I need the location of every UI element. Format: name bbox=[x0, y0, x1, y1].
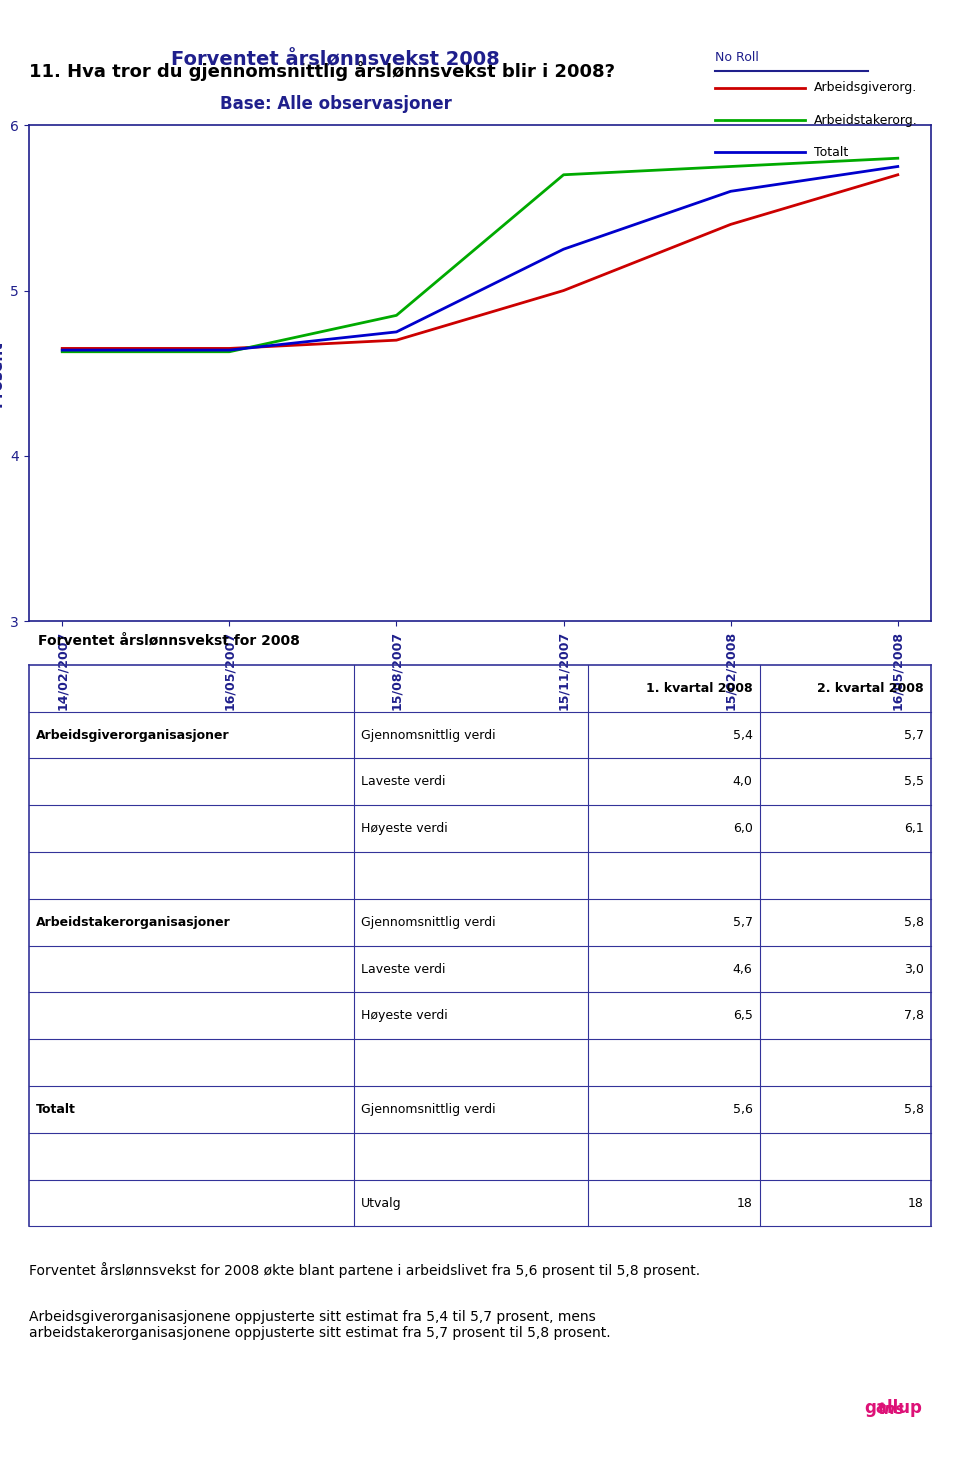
Text: Høyeste verdi: Høyeste verdi bbox=[361, 1010, 447, 1023]
Text: 18: 18 bbox=[908, 1197, 924, 1210]
Text: 5,8: 5,8 bbox=[904, 916, 924, 929]
Text: 6,0: 6,0 bbox=[732, 823, 753, 836]
Text: 11. Hva tror du gjennomsnittlig årslønnsvekst blir i 2008?: 11. Hva tror du gjennomsnittlig årslønns… bbox=[29, 61, 614, 82]
Text: 5,4: 5,4 bbox=[732, 729, 753, 742]
Text: Forventet årslønnsvekst for 2008 økte blant partene i arbeidslivet fra 5,6 prose: Forventet årslønnsvekst for 2008 økte bl… bbox=[29, 1261, 700, 1277]
Text: gallup: gallup bbox=[864, 1400, 923, 1417]
Text: 4,0: 4,0 bbox=[732, 776, 753, 789]
Text: Arbeidstakerorg.: Arbeidstakerorg. bbox=[814, 114, 918, 127]
Text: Totalt: Totalt bbox=[36, 1103, 76, 1116]
Text: Base: Alle observasjoner: Base: Alle observasjoner bbox=[220, 95, 451, 114]
Text: tns: tns bbox=[876, 1403, 904, 1417]
Text: 7,8: 7,8 bbox=[904, 1010, 924, 1023]
Text: 6,5: 6,5 bbox=[732, 1010, 753, 1023]
Text: Utvalg: Utvalg bbox=[361, 1197, 401, 1210]
Text: Totalt: Totalt bbox=[814, 146, 848, 159]
Text: Arbeidsgiverorg.: Arbeidsgiverorg. bbox=[814, 82, 917, 95]
Text: 5,7: 5,7 bbox=[732, 916, 753, 929]
Text: 18: 18 bbox=[736, 1197, 753, 1210]
Text: Høyeste verdi: Høyeste verdi bbox=[361, 823, 447, 836]
Text: 6,1: 6,1 bbox=[904, 823, 924, 836]
Text: Forventet årslønnsvekst for 2008: Forventet årslønnsvekst for 2008 bbox=[37, 634, 300, 647]
Text: 1. kvartal 2008: 1. kvartal 2008 bbox=[646, 682, 753, 695]
Text: 3,0: 3,0 bbox=[904, 963, 924, 976]
Text: Arbeidsgiverorganisasjonene oppjusterte sitt estimat fra 5,4 til 5,7 prosent, me: Arbeidsgiverorganisasjonene oppjusterte … bbox=[29, 1311, 611, 1340]
Text: Gjennomsnittlig verdi: Gjennomsnittlig verdi bbox=[361, 729, 495, 742]
Text: Laveste verdi: Laveste verdi bbox=[361, 776, 445, 789]
Text: No Roll: No Roll bbox=[714, 51, 758, 64]
Text: Arbeidsgiverorganisasjoner: Arbeidsgiverorganisasjoner bbox=[36, 729, 229, 742]
Y-axis label: Prosent: Prosent bbox=[0, 340, 5, 406]
Text: 5,8: 5,8 bbox=[904, 1103, 924, 1116]
Text: 4,6: 4,6 bbox=[732, 963, 753, 976]
Text: 2. kvartal 2008: 2. kvartal 2008 bbox=[817, 682, 924, 695]
Text: 5,7: 5,7 bbox=[904, 729, 924, 742]
Text: Forventet årslønnsvekst 2008: Forventet årslønnsvekst 2008 bbox=[171, 51, 500, 70]
Text: Gjennomsnittlig verdi: Gjennomsnittlig verdi bbox=[361, 1103, 495, 1116]
Text: Arbeidstakerorganisasjoner: Arbeidstakerorganisasjoner bbox=[36, 916, 230, 929]
Text: 5,5: 5,5 bbox=[904, 776, 924, 789]
Text: 5,6: 5,6 bbox=[732, 1103, 753, 1116]
Text: Laveste verdi: Laveste verdi bbox=[361, 963, 445, 976]
Text: Gjennomsnittlig verdi: Gjennomsnittlig verdi bbox=[361, 916, 495, 929]
